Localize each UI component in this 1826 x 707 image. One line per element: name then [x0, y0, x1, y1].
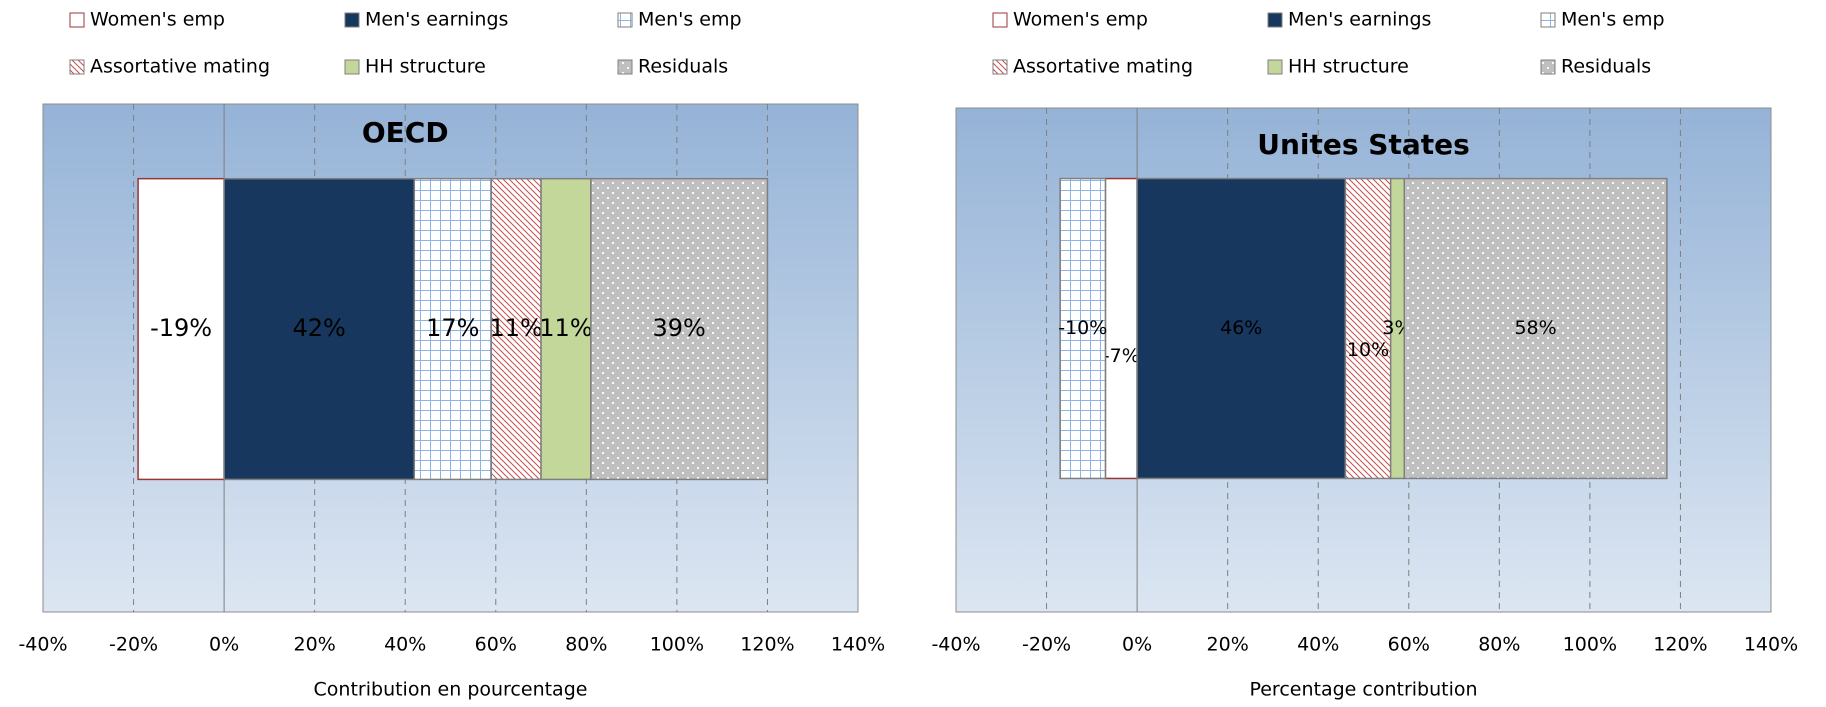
legend-label: Assortative mating — [1013, 56, 1193, 78]
legend-swatch — [617, 59, 633, 75]
x-tick-label: 0% — [209, 634, 239, 656]
x-tick-label: 60% — [1388, 634, 1430, 656]
legend-label: Assortative mating — [90, 56, 270, 78]
x-tick-label: -20% — [1022, 634, 1071, 656]
legend-swatch — [992, 59, 1008, 75]
data-label: 17% — [426, 314, 479, 342]
axis-title: Contribution en pourcentage — [314, 679, 588, 701]
bar-segment — [413, 177, 492, 481]
legend-swatch — [69, 59, 85, 75]
data-label: 11% — [489, 314, 542, 342]
x-tick-label: -20% — [109, 634, 158, 656]
data-label: -10% — [1058, 317, 1107, 339]
x-tick-label: 120% — [1653, 634, 1707, 656]
x-tick-label: 100% — [650, 634, 704, 656]
x-tick-label: 120% — [740, 634, 794, 656]
x-tick-label: 40% — [1297, 634, 1339, 656]
data-label: -19% — [150, 314, 212, 342]
data-label: 42% — [293, 314, 346, 342]
x-tick-label: 0% — [1122, 634, 1152, 656]
x-tick-label: 100% — [1563, 634, 1617, 656]
legend-swatch — [344, 59, 360, 75]
legend-swatch — [1540, 12, 1556, 28]
data-label: 11% — [539, 314, 592, 342]
bar-segment — [590, 177, 769, 481]
legend-label: Women's emp — [1013, 9, 1148, 31]
x-tick-label: 20% — [1207, 634, 1249, 656]
x-tick-label: -40% — [18, 634, 67, 656]
bar-segment — [1059, 177, 1107, 480]
x-tick-label: 140% — [831, 634, 885, 656]
x-tick-label: 140% — [1744, 634, 1798, 656]
data-label: 10% — [1347, 339, 1389, 361]
legend-label: Men's earnings — [365, 9, 508, 31]
legend-label: Men's emp — [638, 9, 742, 31]
legend-label: Women's emp — [90, 9, 225, 31]
legend-swatch — [344, 12, 360, 28]
x-tick-label: 20% — [294, 634, 336, 656]
x-tick-label: 80% — [565, 634, 607, 656]
bar-segment — [1136, 177, 1347, 480]
legend-swatch — [992, 12, 1008, 28]
legend-label: Residuals — [1561, 56, 1651, 78]
data-label: 46% — [1220, 317, 1262, 339]
legend-swatch — [69, 12, 85, 28]
legend-label: HH structure — [365, 56, 486, 78]
legend-swatch — [1540, 59, 1556, 75]
legend-swatch — [1267, 59, 1283, 75]
legend-label: HH structure — [1288, 56, 1409, 78]
bar-segment — [1104, 177, 1138, 480]
bar-segment — [490, 177, 542, 481]
data-label: 39% — [652, 314, 705, 342]
x-tick-label: 80% — [1478, 634, 1520, 656]
legend-label: Residuals — [638, 56, 728, 78]
legend-label: Men's emp — [1561, 9, 1665, 31]
bar-segment — [1403, 177, 1668, 480]
bar-segment — [540, 177, 592, 481]
x-tick-label: 60% — [475, 634, 517, 656]
data-label: 58% — [1514, 317, 1556, 339]
legend-swatch — [1267, 12, 1283, 28]
x-tick-label: 40% — [384, 634, 426, 656]
legend-swatch — [617, 12, 633, 28]
data-label: -7% — [1103, 345, 1140, 367]
chart-title: OECD — [362, 116, 449, 149]
chart-title: Unites States — [1257, 128, 1470, 161]
bar-segment — [223, 177, 416, 481]
axis-title: Percentage contribution — [1249, 679, 1477, 701]
x-tick-label: -40% — [931, 634, 980, 656]
bar-segment — [1344, 177, 1392, 480]
legend-label: Men's earnings — [1288, 9, 1431, 31]
